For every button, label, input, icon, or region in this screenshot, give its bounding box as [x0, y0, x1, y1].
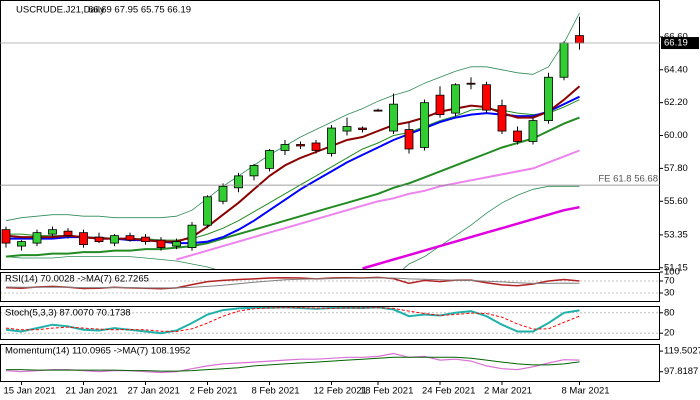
x-tick-label: 2 Feb 2021 [190, 386, 238, 397]
candle-body [32, 232, 42, 244]
candle-body [575, 35, 584, 44]
price-label-bg [661, 37, 699, 50]
candle-body [482, 84, 491, 111]
candle-body [265, 150, 274, 169]
y-tick-label: 97.8187 [664, 366, 698, 377]
x-tick-label: 2 Mar 2021 [484, 386, 532, 397]
indicator-line [5, 12, 580, 222]
candle-body [125, 235, 135, 241]
candle-body [203, 196, 212, 226]
panel [1, 307, 659, 335]
y-tick-label: 62.20 [664, 97, 688, 108]
candle-body [544, 76, 553, 121]
indicator-line [5, 307, 580, 333]
candle-body [528, 120, 538, 142]
candle-body [342, 126, 352, 132]
candle-body [110, 235, 119, 244]
candle-body [234, 175, 243, 189]
x-tick-label: 27 Jan 2021 [128, 386, 180, 397]
candle-body [435, 94, 445, 116]
indicator-line [5, 116, 580, 258]
panel [1, 12, 584, 269]
y-tick-label: 51.15 [664, 262, 688, 273]
x-tick-label: 24 Feb 2021 [422, 386, 475, 397]
candle-body [172, 241, 181, 247]
indicator-line [5, 352, 580, 374]
fibo-label: FE 61.8 56.68 [598, 174, 658, 185]
y-tick-label: 60.00 [664, 130, 688, 141]
candle-body [451, 84, 460, 114]
candle-body [389, 103, 398, 132]
indicator-line [176, 149, 580, 261]
panel-title: USCRUDE.J21,Daily [16, 5, 105, 16]
candle-body [358, 127, 367, 130]
y-tick-label: 57.80 [664, 163, 688, 174]
indicator-line [362, 205, 580, 269]
candle-body [420, 102, 429, 148]
candle-body [513, 130, 522, 142]
candle-body [296, 144, 305, 147]
y-tick-label: 70 [664, 276, 675, 287]
indicator-line [5, 277, 580, 289]
x-tick-label: 12 Feb 2021 [314, 386, 367, 397]
y-tick-label: 80 [664, 307, 675, 318]
candle-body [466, 82, 476, 85]
candle-body [311, 142, 321, 151]
candle-body [17, 241, 26, 247]
y-tick-label: 55.60 [664, 196, 688, 207]
candle-body [156, 239, 166, 248]
candle-body [63, 230, 73, 237]
y-tick-label: 119.5027 [664, 346, 700, 357]
panel [1, 276, 659, 294]
indicator-line [6, 356, 580, 372]
price-label: 66.19 [664, 38, 688, 49]
candle-body [249, 165, 259, 177]
candle-body [1, 229, 11, 244]
indicator-line [5, 185, 580, 269]
candle-body [79, 232, 88, 245]
y-tick-label: 100 [664, 267, 680, 278]
y-tick-label: 20 [664, 328, 675, 339]
panel-title: RSI(14) 70.0028 ->MA(7) 62.7265 [5, 274, 149, 285]
x-tick-label: 18 Feb 2021 [360, 386, 413, 397]
candle-body [373, 109, 383, 112]
panel-title: Stoch(5,3,3) 87.0070 70.1738 [5, 308, 131, 319]
x-tick-label: 8 Feb 2021 [252, 386, 300, 397]
candle-body [559, 42, 569, 78]
candle-body [280, 144, 290, 151]
panel-title: Momentum(14) 110.0965 ->MA(7) 108.1952 [5, 346, 190, 357]
y-tick-label: 66.60 [664, 31, 688, 42]
x-tick-label: 15 Jan 2021 [4, 386, 56, 397]
candle-body [48, 229, 57, 235]
candle-body [94, 236, 104, 243]
panel [5, 352, 580, 374]
x-tick-label: 21 Jan 2021 [66, 386, 118, 397]
candle-body [187, 224, 197, 248]
y-tick-label: 64.40 [664, 64, 688, 75]
candle-body [404, 129, 414, 150]
candle-body [497, 105, 507, 132]
y-tick-label: 53.35 [664, 229, 688, 240]
ohlc-label: 66.69 67.95 65.75 66.19 [88, 5, 191, 16]
candle-body [141, 236, 150, 243]
y-tick-label: 30 [664, 288, 675, 299]
candle-body [218, 185, 228, 202]
x-tick-label: 8 Mar 2021 [562, 386, 610, 397]
candle-body [327, 127, 336, 154]
